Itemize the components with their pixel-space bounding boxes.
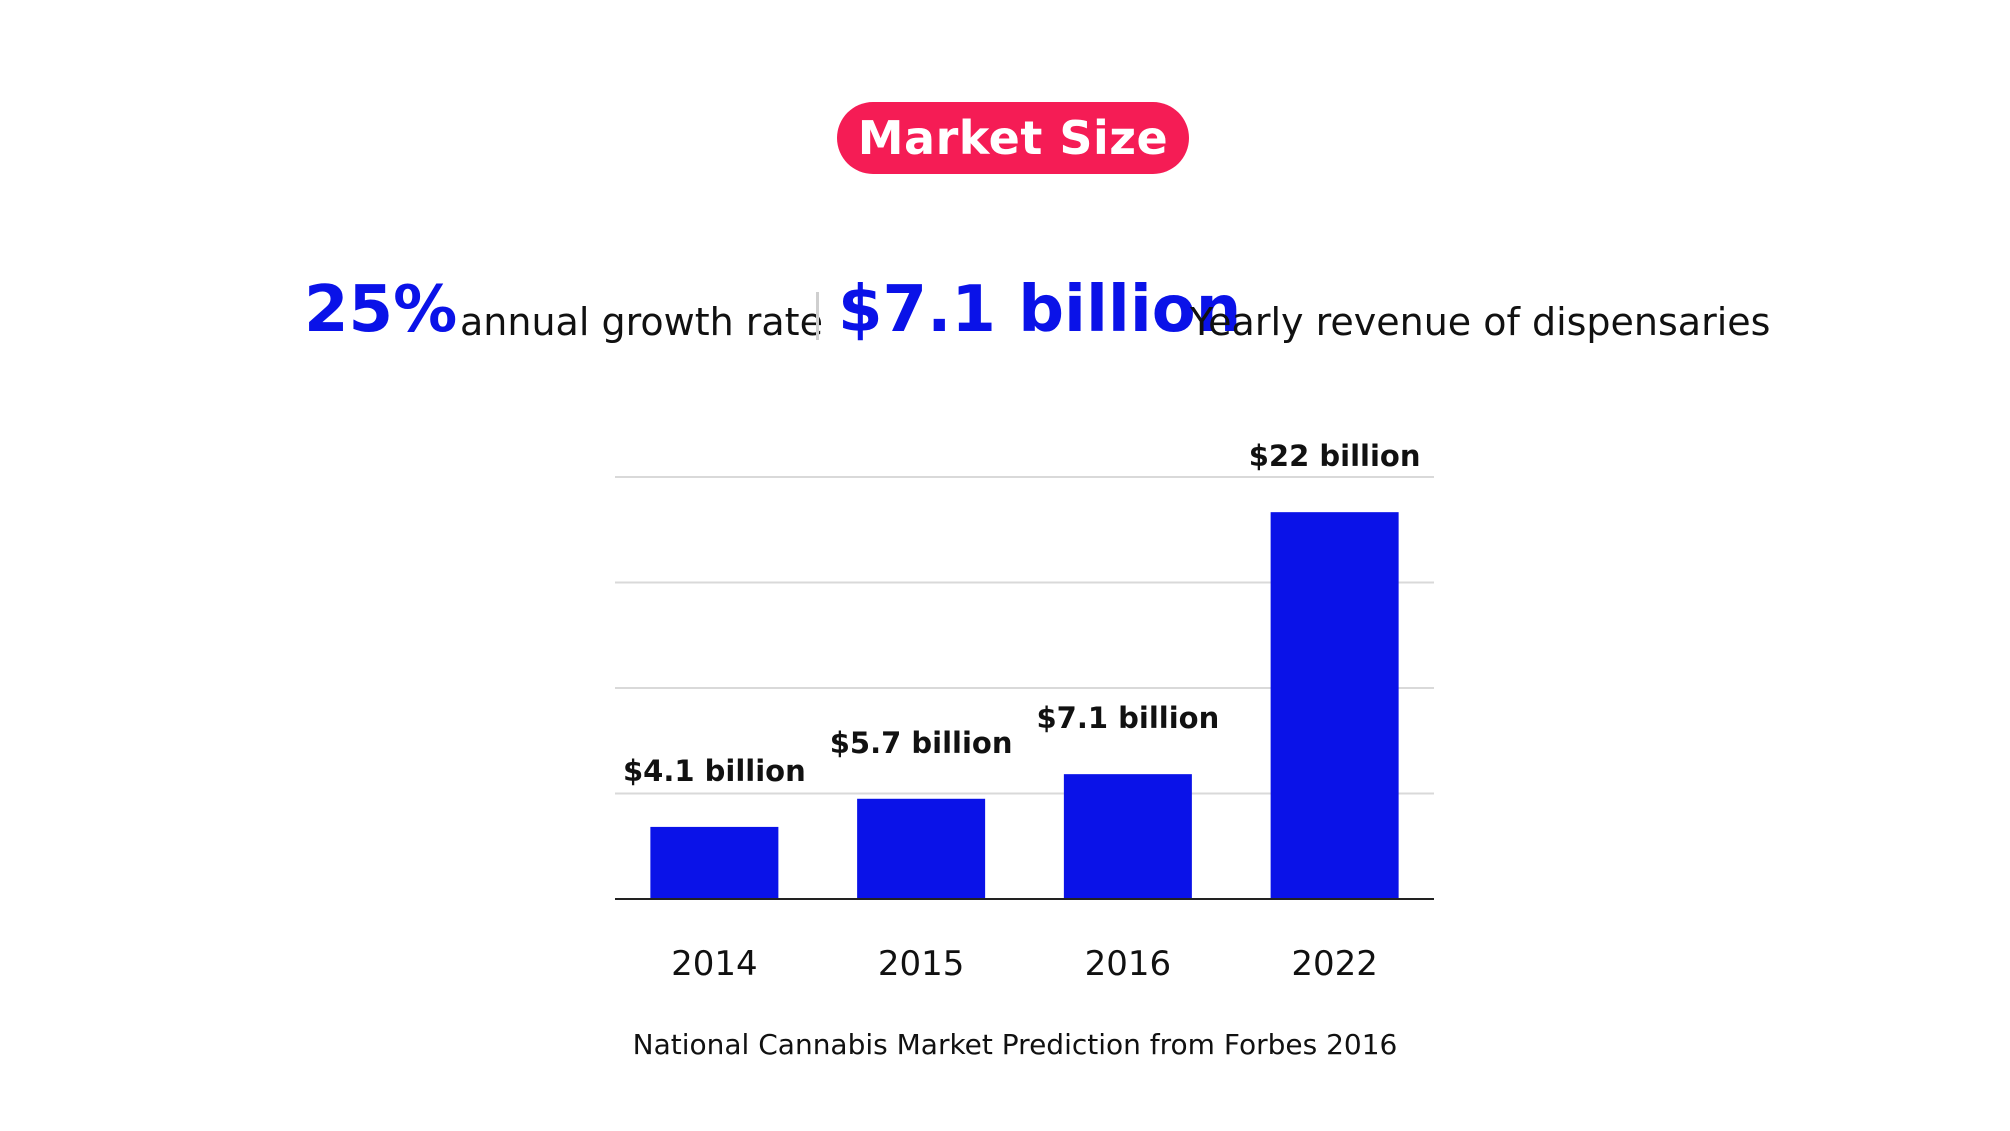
revenue-value: $7.1 billion bbox=[838, 273, 1242, 347]
x-tick-2016: 2016 bbox=[1085, 944, 1172, 984]
stats-separator bbox=[816, 292, 819, 340]
growth-rate-value: 25% bbox=[304, 273, 458, 347]
data-label-2022: $22 billion bbox=[1249, 439, 1421, 473]
chart-x-ticks: 2014 2015 2016 2022 bbox=[671, 944, 1378, 984]
x-tick-2014: 2014 bbox=[671, 944, 758, 984]
revenue-label: Yearly revenue of dispensaries bbox=[1190, 300, 1771, 344]
chart-bars bbox=[650, 512, 1399, 899]
bar-2016 bbox=[1063, 774, 1192, 899]
growth-rate-label: annual growth rate bbox=[460, 300, 823, 344]
bar-2015 bbox=[857, 798, 986, 899]
data-label-2014: $4.1 billion bbox=[623, 754, 806, 788]
market-size-badge: Market Size bbox=[837, 102, 1189, 174]
chart-data-labels: $4.1 billion $5.7 billion $7.1 billion $22 … bbox=[623, 439, 1420, 788]
stats-row: 25% annual growth rate $7.1 billion Year… bbox=[0, 265, 2010, 355]
data-label-2016: $7.1 billion bbox=[1037, 701, 1220, 735]
chart-caption: National Cannabis Market Prediction from… bbox=[632, 1028, 1398, 1061]
data-label-2015: $5.7 billion bbox=[830, 726, 1013, 760]
x-tick-2022: 2022 bbox=[1291, 944, 1378, 984]
bar-2022 bbox=[1270, 512, 1399, 899]
x-tick-2015: 2015 bbox=[878, 944, 965, 984]
bar-2014 bbox=[650, 826, 779, 899]
